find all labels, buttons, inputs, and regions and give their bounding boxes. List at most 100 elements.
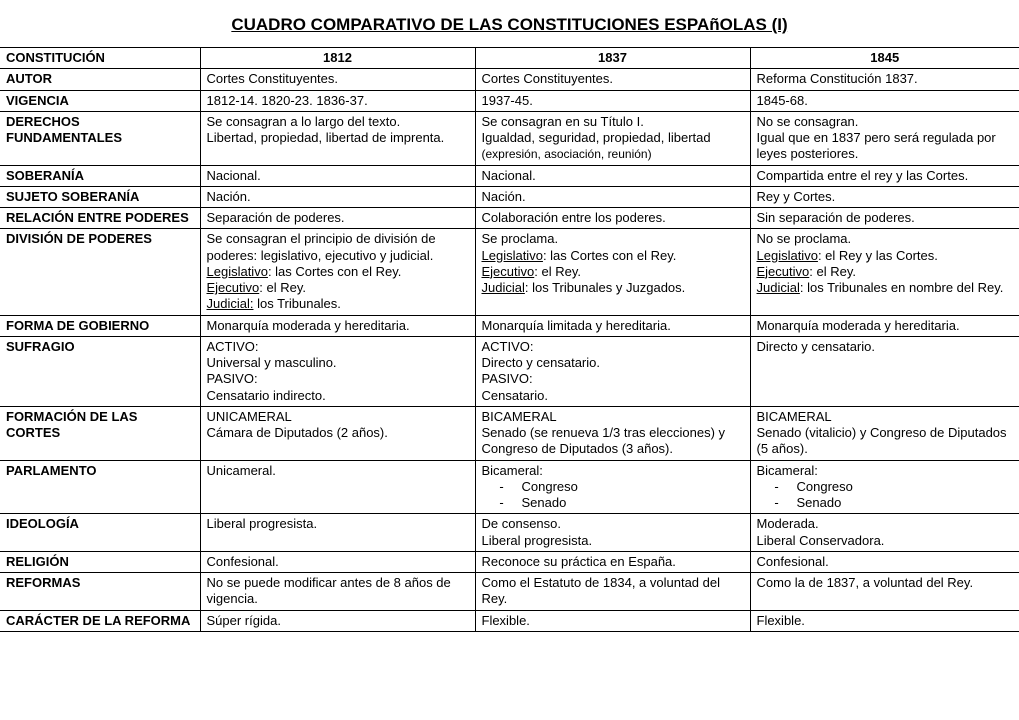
table-row: SUFRAGIO ACTIVO: Universal y masculino. … [0, 336, 1019, 406]
text: Congreso [797, 479, 853, 495]
text: Ejecutivo [757, 264, 810, 279]
text: Judicial: [207, 296, 254, 311]
text: Judicial [482, 280, 525, 295]
table-row: FORMACIÓN DE LAS CORTES UNICAMERAL Cámar… [0, 406, 1019, 460]
text: Cámara de Diputados (2 años). [207, 425, 388, 440]
cell: Se consagran el principio de división de… [200, 229, 475, 315]
text: UNICAMERAL [207, 409, 292, 424]
bullet-icon: - [757, 479, 797, 495]
page-title: CUADRO COMPARATIVO DE LAS CONSTITUCIONES… [0, 15, 1019, 35]
table-row: RELIGIÓN Confesional. Reconoce su prácti… [0, 551, 1019, 572]
text: : las Cortes con el Rey. [543, 248, 676, 263]
row-label: IDEOLOGÍA [0, 514, 200, 552]
cell: Monarquía moderada y hereditaria. [750, 315, 1019, 336]
cell: Monarquía limitada y hereditaria. [475, 315, 750, 336]
cell: Monarquía moderada y hereditaria. [200, 315, 475, 336]
text: Liberal progresista. [482, 533, 593, 548]
text: : los Tribunales en nombre del Rey. [800, 280, 1004, 295]
table-row: AUTOR Cortes Constituyentes. Cortes Cons… [0, 69, 1019, 90]
text: : el Rey. [809, 264, 856, 279]
cell: UNICAMERAL Cámara de Diputados (2 años). [200, 406, 475, 460]
text: Legislativo [482, 248, 543, 263]
cell: Bicameral: -Congreso -Senado [750, 460, 1019, 514]
row-label: RELIGIÓN [0, 551, 200, 572]
cell: Como la de 1837, a voluntad del Rey. [750, 573, 1019, 611]
row-label: SUJETO SOBERANÍA [0, 186, 200, 207]
text: No se consagran. [757, 114, 859, 129]
cell: Se consagran a lo largo del texto. Liber… [200, 111, 475, 165]
row-label: DERECHOS FUNDAMENTALES [0, 111, 200, 165]
comparison-table: CONSTITUCIÓN 1812 1837 1845 AUTOR Cortes… [0, 47, 1019, 632]
row-label: SUFRAGIO [0, 336, 200, 406]
row-label: DIVISIÓN DE PODERES [0, 229, 200, 315]
text: PASIVO: [482, 371, 533, 386]
row-label: FORMACIÓN DE LAS CORTES [0, 406, 200, 460]
cell: Cortes Constituyentes. [475, 69, 750, 90]
text: : el Rey. [534, 264, 581, 279]
col-header-constitucion: CONSTITUCIÓN [0, 48, 200, 69]
cell: No se consagran. Igual que en 1837 pero … [750, 111, 1019, 165]
text: Bicameral: [482, 463, 543, 478]
cell: De consenso. Liberal progresista. [475, 514, 750, 552]
cell: Nación. [200, 186, 475, 207]
cell: Liberal progresista. [200, 514, 475, 552]
text: (expresión, asociación, reunión) [482, 147, 652, 161]
cell: Directo y censatario. [750, 336, 1019, 406]
cell: BICAMERAL Senado (se renueva 1/3 tras el… [475, 406, 750, 460]
cell: Reforma Constitución 1837. [750, 69, 1019, 90]
text: Se consagran a lo largo del texto. [207, 114, 401, 129]
text: No se proclama. [757, 231, 852, 246]
text: : el Rey y las Cortes. [818, 248, 938, 263]
text: Se consagran el principio de división de… [207, 231, 436, 262]
cell: Separación de poderes. [200, 208, 475, 229]
text: ACTIVO: [207, 339, 259, 354]
col-header-1845: 1845 [750, 48, 1019, 69]
cell: Flexible. [750, 610, 1019, 631]
text: Ejecutivo [482, 264, 535, 279]
cell: Súper rígida. [200, 610, 475, 631]
cell: No se puede modificar antes de 8 años de… [200, 573, 475, 611]
table-row: SOBERANÍA Nacional. Nacional. Compartida… [0, 165, 1019, 186]
table-row: DERECHOS FUNDAMENTALES Se consagran a lo… [0, 111, 1019, 165]
cell: Flexible. [475, 610, 750, 631]
text: Censatario indirecto. [207, 388, 326, 403]
cell: Bicameral: -Congreso -Senado [475, 460, 750, 514]
cell: Como el Estatuto de 1834, a voluntad del… [475, 573, 750, 611]
text: Directo y censatario. [482, 355, 601, 370]
cell: Compartida entre el rey y las Cortes. [750, 165, 1019, 186]
text: Legislativo [207, 264, 268, 279]
text: Senado (se renueva 1/3 tras elecciones) … [482, 425, 726, 456]
text: Igualdad, seguridad, propiedad, libertad [482, 130, 711, 145]
cell: Se proclama. Legislativo: las Cortes con… [475, 229, 750, 315]
cell: No se proclama. Legislativo: el Rey y la… [750, 229, 1019, 315]
text: Judicial [757, 280, 800, 295]
table-row: RELACIÓN ENTRE PODERES Separación de pod… [0, 208, 1019, 229]
text: BICAMERAL [757, 409, 832, 424]
text: Censatario. [482, 388, 548, 403]
table-row: REFORMAS No se puede modificar antes de … [0, 573, 1019, 611]
cell: Unicameral. [200, 460, 475, 514]
row-label: AUTOR [0, 69, 200, 90]
row-label: RELACIÓN ENTRE PODERES [0, 208, 200, 229]
cell: Sin separación de poderes. [750, 208, 1019, 229]
table-row: FORMA DE GOBIERNO Monarquía moderada y h… [0, 315, 1019, 336]
text: : las Cortes con el Rey. [268, 264, 401, 279]
cell: Se consagran en su Título I. Igualdad, s… [475, 111, 750, 165]
text: Se proclama. [482, 231, 559, 246]
text: Senado [797, 495, 842, 511]
text: : los Tribunales y Juzgados. [525, 280, 685, 295]
cell: ACTIVO: Universal y masculino. PASIVO: C… [200, 336, 475, 406]
text: Legislativo [757, 248, 818, 263]
text: BICAMERAL [482, 409, 557, 424]
table-row: SUJETO SOBERANÍA Nación. Nación. Rey y C… [0, 186, 1019, 207]
text: Liberal Conservadora. [757, 533, 885, 548]
table-row: VIGENCIA 1812-14. 1820-23. 1836-37. 1937… [0, 90, 1019, 111]
row-label: CARÁCTER DE LA REFORMA [0, 610, 200, 631]
cell: Colaboración entre los poderes. [475, 208, 750, 229]
cell: Nacional. [475, 165, 750, 186]
text: Moderada. [757, 516, 819, 531]
table-row: PARLAMENTO Unicameral. Bicameral: -Congr… [0, 460, 1019, 514]
cell: Moderada. Liberal Conservadora. [750, 514, 1019, 552]
cell: BICAMERAL Senado (vitalicio) y Congreso … [750, 406, 1019, 460]
cell: 1845-68. [750, 90, 1019, 111]
